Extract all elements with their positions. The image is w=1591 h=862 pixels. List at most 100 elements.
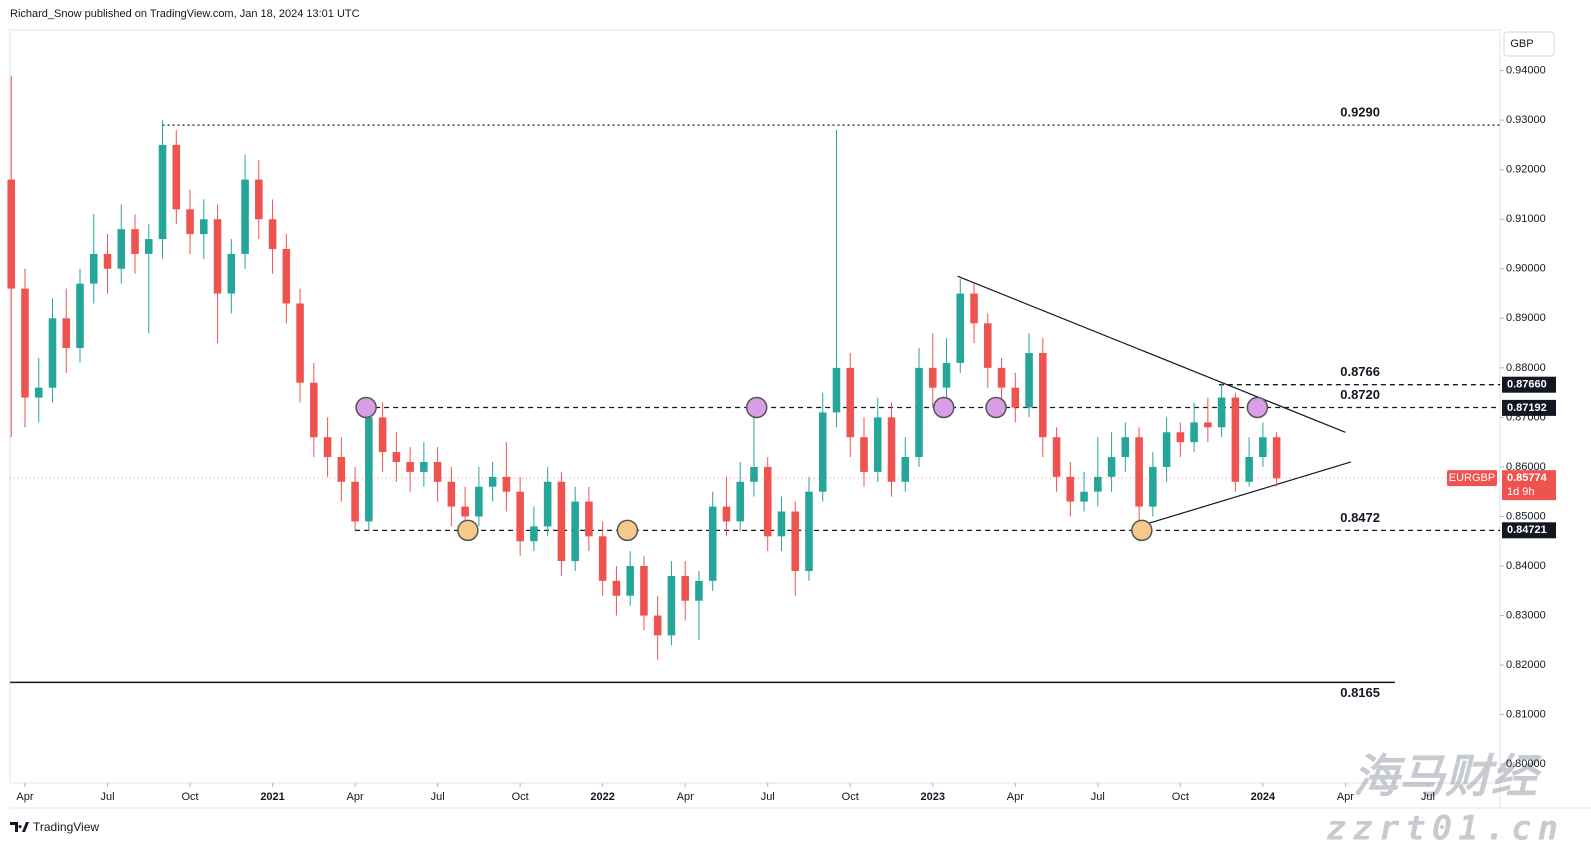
candle-body: [846, 367, 855, 438]
candle-body: [708, 506, 717, 581]
candle-body: [241, 179, 249, 254]
candle-body: [1162, 432, 1171, 467]
pattern-marker: [616, 519, 639, 542]
pattern-marker: [745, 396, 768, 419]
footer-brand: TradingView: [33, 820, 99, 834]
candle-body: [1204, 422, 1212, 428]
candle-body: [1190, 422, 1198, 443]
candle-body: [296, 303, 304, 383]
candle-body: [62, 318, 71, 349]
pattern-marker: [1246, 396, 1269, 419]
price-badge-label: 0.84721: [1507, 524, 1547, 536]
candle-body: [626, 566, 634, 596]
price-badge: [1502, 522, 1556, 539]
candle-body: [7, 179, 16, 289]
candle-body: [461, 506, 469, 517]
candle-body: [1094, 476, 1102, 492]
x-tick-label: Jul: [1091, 791, 1105, 803]
price-badge: [1502, 399, 1556, 416]
countdown-label: 1d 9h: [1507, 486, 1535, 498]
candle-body: [172, 144, 181, 210]
symbol-badge: [1447, 470, 1497, 487]
candle-body: [392, 452, 401, 462]
candle-body: [956, 293, 965, 363]
trendline: [957, 275, 1346, 433]
price-badge: [1502, 376, 1556, 393]
candle-body: [887, 417, 896, 482]
candle-body: [131, 229, 139, 254]
candle-body: [351, 481, 359, 522]
candle-body: [186, 209, 194, 235]
candle-body: [282, 248, 291, 304]
candle-body: [76, 283, 84, 349]
y-tick-label: 0.93000: [1506, 114, 1546, 126]
candle-body: [750, 466, 758, 482]
candle-body: [736, 481, 744, 522]
candle-body: [928, 367, 937, 388]
x-tick-label: Jul: [100, 791, 114, 803]
x-tick-label: 2023: [921, 791, 945, 803]
candle-body: [227, 253, 236, 294]
watermark-title: 海马财经: [1353, 750, 1542, 802]
candle-body: [48, 318, 57, 388]
candle-body: [818, 412, 827, 492]
candle-body: [695, 580, 703, 601]
candle-body: [557, 481, 566, 562]
x-tick-label: Jul: [761, 791, 775, 803]
candle-body: [310, 382, 318, 438]
candle-body: [777, 511, 786, 537]
candle-body: [1217, 397, 1226, 428]
candle-body: [1066, 476, 1075, 502]
y-tick-label: 0.83000: [1506, 609, 1546, 621]
candle-body: [805, 491, 813, 571]
candle-body: [420, 461, 428, 472]
candle-body: [1039, 352, 1047, 438]
x-tick-label: Oct: [181, 791, 198, 803]
x-tick-label: Jul: [1421, 791, 1435, 803]
pattern-marker: [1131, 519, 1153, 542]
candle-body: [502, 476, 511, 492]
y-tick-label: 0.92000: [1506, 164, 1546, 176]
candle-body: [612, 580, 621, 596]
x-tick-label: 2024: [1251, 791, 1276, 803]
candle-body: [1135, 437, 1143, 507]
candle-body: [585, 501, 593, 537]
currency-label: GBP: [1510, 38, 1533, 50]
level-label: 0.8720: [1340, 387, 1380, 402]
candle-body: [984, 323, 992, 368]
candle-body: [1025, 352, 1033, 408]
x-tick-label: Oct: [842, 791, 859, 803]
candle-body: [200, 219, 208, 235]
candle-body: [997, 367, 1006, 388]
x-tick-label: 2021: [260, 791, 284, 803]
candle-body: [571, 501, 579, 562]
y-tick-label: 0.89000: [1506, 312, 1546, 324]
y-tick-label: 0.90000: [1506, 263, 1546, 275]
trendline: [1141, 461, 1352, 526]
candle-body: [323, 437, 332, 458]
candle-body: [598, 536, 607, 581]
pattern-marker: [933, 396, 955, 419]
candle-body: [530, 526, 538, 542]
x-tick-label: Oct: [512, 791, 529, 803]
x-tick-label: Apr: [16, 791, 33, 803]
candle-body: [640, 566, 648, 616]
candle-body: [1259, 437, 1267, 458]
y-tick-label: 0.81000: [1506, 709, 1546, 721]
candle-body: [1107, 457, 1116, 477]
y-tick-label: 0.94000: [1506, 65, 1546, 77]
candle-body: [1121, 437, 1130, 458]
currency-box[interactable]: [1503, 31, 1555, 57]
price-badge-label: 0.87192: [1507, 402, 1547, 414]
candle-body: [516, 491, 524, 542]
x-tick-label: Apr: [677, 791, 694, 803]
candle-body: [488, 476, 497, 487]
candle-body: [213, 219, 222, 294]
candle-body: [21, 288, 29, 398]
x-tick-label: Apr: [1007, 791, 1024, 803]
level-label: 0.9290: [1340, 105, 1380, 120]
y-tick-label: 0.80000: [1506, 758, 1546, 770]
candle-body: [255, 179, 263, 220]
candle-body: [1231, 397, 1240, 482]
candle-body: [158, 144, 167, 240]
